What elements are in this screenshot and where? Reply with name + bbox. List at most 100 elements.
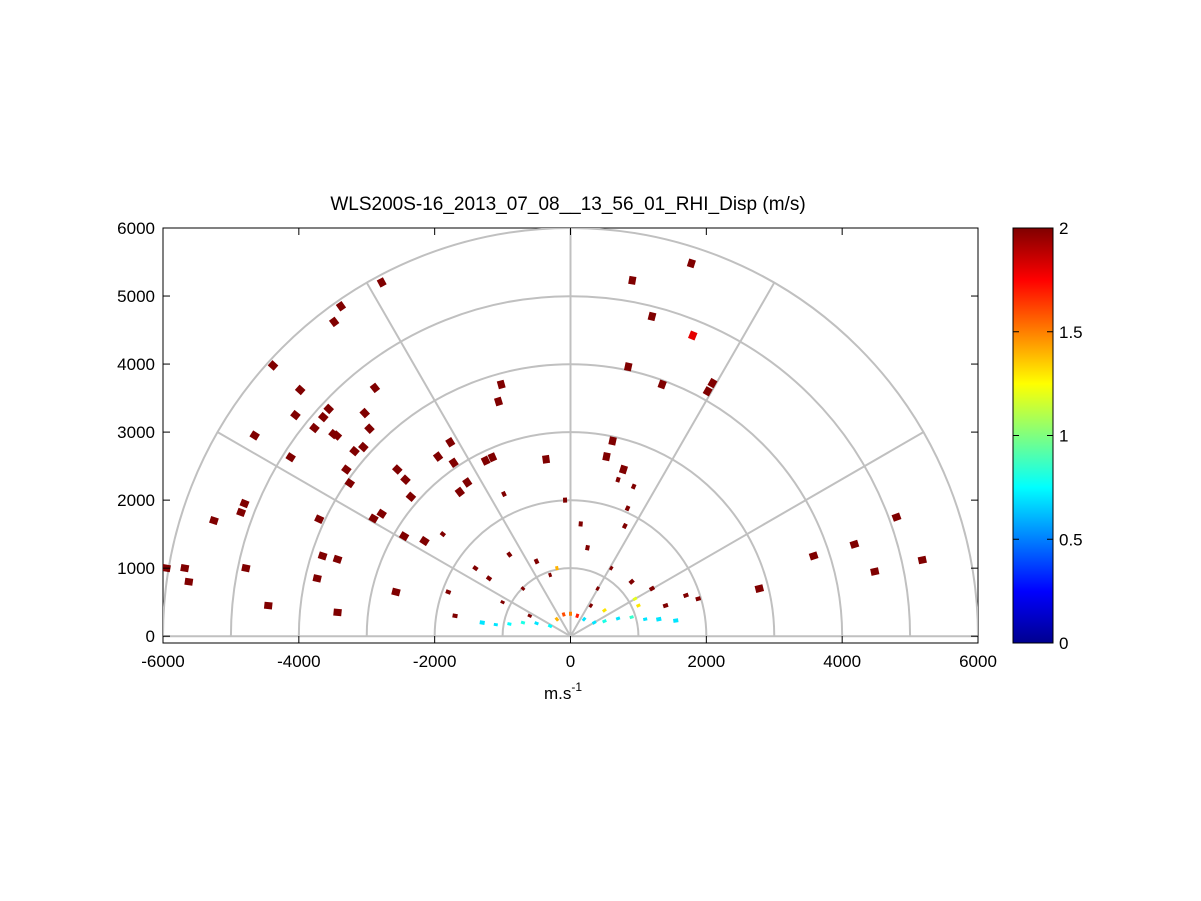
data-point [376, 277, 387, 288]
x-axis-label-superscript: -1 [571, 680, 582, 694]
data-point [369, 382, 381, 394]
data-point [263, 601, 273, 610]
data-point [333, 608, 342, 617]
data-point [662, 602, 669, 609]
data-point [687, 330, 698, 341]
data-point [628, 578, 635, 585]
x-tick-label: -2000 [413, 652, 456, 671]
data-point [392, 464, 403, 475]
data-point [595, 586, 600, 592]
x-axis-label-base: m.s [544, 684, 571, 703]
data-point [575, 613, 580, 619]
data-point [657, 379, 667, 390]
data-point [647, 311, 657, 322]
data-point [507, 622, 512, 626]
data-point [542, 454, 551, 464]
data-point [849, 539, 860, 549]
data-point [309, 422, 320, 434]
data-point [317, 411, 329, 423]
data-point [496, 379, 506, 390]
y-axis-ticks: 0 1000 2000 3000 4000 5000 6000 [117, 219, 978, 646]
data-point [405, 491, 417, 502]
data-point [623, 362, 633, 372]
data-point [673, 618, 679, 623]
colorbar-tick-label: 0.5 [1059, 530, 1083, 549]
data-point [239, 498, 250, 509]
data-point [364, 423, 375, 435]
data-point [445, 589, 452, 595]
data-point [520, 620, 526, 625]
data-point [180, 564, 190, 573]
data-point [585, 544, 590, 551]
data-point [621, 522, 628, 530]
data-point [615, 616, 621, 621]
data-point [419, 535, 430, 547]
data-point [312, 574, 322, 583]
data-point [618, 464, 629, 475]
colorbar-tick-label: 2 [1059, 219, 1068, 238]
data-point [448, 457, 459, 468]
colorbar-tick-label: 1.5 [1059, 323, 1083, 342]
data-point [500, 599, 506, 605]
data-point [615, 476, 621, 483]
grid-spoke [217, 431, 572, 638]
colorbar-tick-label: 0 [1059, 634, 1068, 653]
data-point [624, 505, 631, 512]
data-point [506, 551, 513, 558]
data-point [808, 551, 819, 561]
x-tick-label: 4000 [823, 652, 861, 671]
colorbar [1012, 227, 1054, 644]
data-point [294, 384, 306, 396]
data-point [445, 437, 456, 448]
data-point [432, 451, 444, 462]
x-tick-label: -4000 [277, 652, 320, 671]
x-tick-label: -6000 [141, 652, 184, 671]
chart-title: WLS200S-16_2013_07_08__13_56_01_RHI_Disp… [330, 194, 805, 215]
data-point [917, 555, 927, 565]
data-point [702, 386, 713, 397]
data-point [628, 275, 637, 285]
data-point [608, 436, 617, 446]
data-point [317, 551, 328, 561]
data-point [344, 477, 356, 489]
data-point [487, 452, 498, 463]
data-point [602, 451, 611, 462]
y-tick-label: 6000 [117, 219, 155, 238]
data-point [368, 513, 379, 524]
data-point [561, 612, 566, 617]
data-point [632, 596, 638, 602]
y-tick-label: 5000 [117, 287, 155, 306]
x-tick-label: 6000 [959, 652, 997, 671]
data-point [602, 619, 607, 624]
data-point [591, 620, 597, 625]
data-point [569, 611, 572, 616]
data-point [581, 616, 587, 622]
data-point [562, 497, 568, 503]
data-point [332, 554, 343, 564]
colorbar-tick-label: 1 [1059, 427, 1068, 446]
x-tick-label: 0 [566, 652, 575, 671]
data-point [452, 613, 458, 619]
data-point [695, 596, 702, 602]
data-point [608, 565, 614, 571]
data-point [376, 508, 387, 519]
data-point [754, 584, 765, 593]
data-point [682, 592, 689, 599]
data-point [472, 565, 479, 572]
x-axis-ticks: -6000 -4000 -2000 0 2000 4000 6000 [141, 228, 997, 671]
grid-spoke [569, 282, 776, 637]
data-point [588, 603, 594, 609]
data-point [323, 403, 335, 415]
grid-spoke [365, 282, 572, 637]
data-point [554, 616, 560, 622]
data-point [870, 567, 880, 576]
data-point [479, 620, 485, 625]
data-point [547, 623, 553, 629]
data-point [285, 452, 296, 463]
data-point [241, 563, 251, 573]
colorbar-ticks: 0 0.5 1 1.5 2 [1013, 219, 1083, 653]
y-tick-label: 4000 [117, 355, 155, 374]
data-point [527, 613, 533, 619]
data-point [630, 483, 637, 490]
